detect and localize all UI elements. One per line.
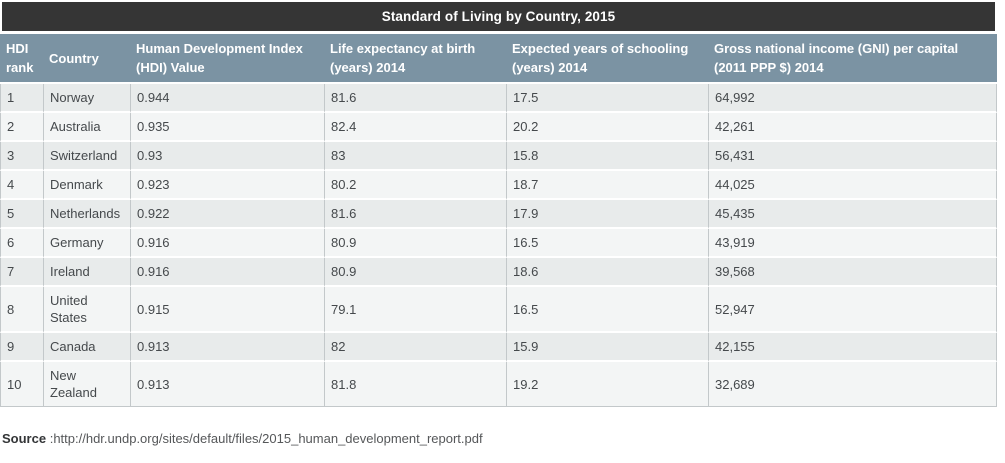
table-cell: 81.6 [324, 200, 506, 229]
table-row: 9 Canada 0.913 82 15.9 42,155 [0, 333, 997, 362]
table-row: 4 Denmark 0.923 80.2 18.7 44,025 [0, 171, 997, 200]
table-cell: 32,689 [708, 362, 997, 407]
table-header-row: HDI rank Country Human Development Index (… [0, 34, 997, 84]
table-cell: 8 [0, 287, 43, 333]
table-cell: 10 [0, 362, 43, 407]
table-row: 5 Netherlands 0.922 81.6 17.9 45,435 [0, 200, 997, 229]
table-cell: 56,431 [708, 142, 997, 171]
table-row: 2 Australia 0.935 82.4 20.2 42,261 [0, 113, 997, 142]
table-row: 10 New Zealand 0.913 81.8 19.2 32,689 [0, 362, 997, 407]
column-header: HDI rank [0, 34, 43, 84]
table-cell: 0.913 [130, 333, 324, 362]
table-cell: 44,025 [708, 171, 997, 200]
table-row: 8 United States 0.915 79.1 16.5 52,947 [0, 287, 997, 333]
column-header: Expected years of schooling (years) 2014 [506, 34, 708, 84]
table-cell: 1 [0, 84, 43, 113]
table-cell: 0.93 [130, 142, 324, 171]
table-cell: Ireland [43, 258, 130, 287]
table-cell: 42,155 [708, 333, 997, 362]
table-cell: 3 [0, 142, 43, 171]
table-cell: 19.2 [506, 362, 708, 407]
table-cell: 81.6 [324, 84, 506, 113]
table-cell: 5 [0, 200, 43, 229]
table-cell: 81.8 [324, 362, 506, 407]
table-row: 3 Switzerland 0.93 83 15.8 56,431 [0, 142, 997, 171]
table-cell: 0.922 [130, 200, 324, 229]
table-cell: 82.4 [324, 113, 506, 142]
table-cell: 20.2 [506, 113, 708, 142]
table-cell: 79.1 [324, 287, 506, 333]
table-cell: 15.8 [506, 142, 708, 171]
table-cell: 0.916 [130, 229, 324, 258]
table-cell: United States [43, 287, 130, 333]
standard-of-living-table-container: Standard of Living by Country, 2015 HDI … [0, 2, 997, 407]
source-line: Source :http://hdr.undp.org/sites/defaul… [2, 431, 1005, 446]
table-cell: 80.9 [324, 229, 506, 258]
table-cell: 83 [324, 142, 506, 171]
table-cell: 39,568 [708, 258, 997, 287]
table-cell: 16.5 [506, 229, 708, 258]
table-cell: 6 [0, 229, 43, 258]
table-cell: 0.913 [130, 362, 324, 407]
table-cell: 2 [0, 113, 43, 142]
table-cell: Norway [43, 84, 130, 113]
table-cell: 17.5 [506, 84, 708, 113]
table-cell: 0.935 [130, 113, 324, 142]
column-header: Human Development Index (HDI) Value [130, 34, 324, 84]
table-cell: 43,919 [708, 229, 997, 258]
table-row: 7 Ireland 0.916 80.9 18.6 39,568 [0, 258, 997, 287]
table-row: 1 Norway 0.944 81.6 17.5 64,992 [0, 84, 997, 113]
standard-of-living-table: HDI rank Country Human Development Index (… [0, 34, 997, 407]
table-row: 6 Germany 0.916 80.9 16.5 43,919 [0, 229, 997, 258]
table-cell: 0.916 [130, 258, 324, 287]
source-url: :http://hdr.undp.org/sites/default/files… [49, 431, 483, 446]
table-cell: 16.5 [506, 287, 708, 333]
table-title-bar: Standard of Living by Country, 2015 [2, 2, 995, 31]
table-cell: 45,435 [708, 200, 997, 229]
table-cell: 18.7 [506, 171, 708, 200]
table-cell: 42,261 [708, 113, 997, 142]
table-cell: Denmark [43, 171, 130, 200]
table-cell: 80.2 [324, 171, 506, 200]
table-cell: 0.923 [130, 171, 324, 200]
table-cell: 9 [0, 333, 43, 362]
table-cell: 18.6 [506, 258, 708, 287]
table-cell: 4 [0, 171, 43, 200]
table-cell: Switzerland [43, 142, 130, 171]
table-cell: 15.9 [506, 333, 708, 362]
table-cell: Australia [43, 113, 130, 142]
table-body: 1 Norway 0.944 81.6 17.5 64,992 2 Australia 0.93… [0, 84, 997, 407]
table-cell: New Zealand [43, 362, 130, 407]
table-cell: 80.9 [324, 258, 506, 287]
table-cell: Netherlands [43, 200, 130, 229]
column-header: Life expectancy at birth (years) 2014 [324, 34, 506, 84]
table-header: HDI rank Country Human Development Index (… [0, 34, 997, 84]
table-cell: 0.944 [130, 84, 324, 113]
table-cell: 7 [0, 258, 43, 287]
table-cell: Germany [43, 229, 130, 258]
table-cell: Canada [43, 333, 130, 362]
source-label: Source [2, 431, 47, 446]
table-cell: 17.9 [506, 200, 708, 229]
column-header: Country [43, 34, 130, 84]
column-header: Gross national income (GNI) per capital … [708, 34, 997, 84]
table-cell: 52,947 [708, 287, 997, 333]
table-cell: 0.915 [130, 287, 324, 333]
table-cell: 64,992 [708, 84, 997, 113]
table-cell: 82 [324, 333, 506, 362]
